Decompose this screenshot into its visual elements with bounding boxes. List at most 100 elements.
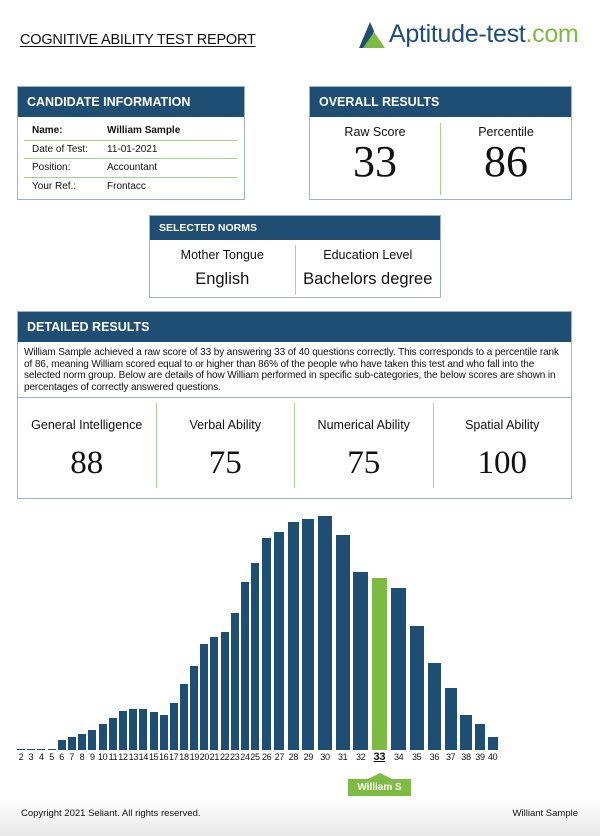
logo-text: Aptitude-test.com	[389, 20, 579, 48]
bar	[179, 684, 189, 750]
bar	[241, 581, 249, 750]
x-tick-label: 39	[475, 752, 485, 762]
logo: Aptitude-test.com	[358, 20, 579, 49]
x-tick-label: 32	[355, 752, 366, 762]
x-tick-label: 17	[168, 752, 179, 762]
x-tick-label: 26	[261, 752, 272, 762]
panel-header: DETAILED RESULTS	[18, 312, 571, 342]
panel-header: CANDIDATE INFORMATION	[18, 87, 244, 117]
score-numerical-ability: Numerical Ability 75	[294, 403, 433, 489]
score-spatial-ability: Spatial Ability 100	[432, 403, 572, 489]
info-row: Your Ref.: Frontacc	[32, 181, 146, 193]
x-tick-label: 6	[59, 752, 65, 762]
bar	[302, 519, 315, 750]
x-tick-label: 13	[128, 752, 139, 762]
x-tick-label: 22	[219, 752, 230, 762]
candidate-info-panel: CANDIDATE INFORMATION Name: William Sampl…	[17, 86, 245, 200]
x-tick-label: 5	[49, 752, 55, 762]
info-row: Name: William Sample	[24, 122, 237, 141]
x-tick-label: 38	[461, 752, 471, 762]
x-tick-label: 20	[199, 752, 210, 762]
x-tick-label: 31	[337, 752, 348, 762]
x-tick-label: 18	[179, 752, 189, 762]
bar	[318, 516, 332, 750]
bar	[190, 665, 199, 750]
bar	[119, 710, 127, 750]
bar	[444, 687, 457, 750]
bar	[98, 724, 107, 750]
x-tick-label: 16	[158, 752, 169, 762]
x-tick-label: 27	[274, 752, 285, 762]
panel-header: SELECTED NORMS	[150, 216, 440, 240]
overall-results-panel: OVERALL RESULTS Raw Score 33 Percentile 86	[309, 86, 572, 200]
bar	[37, 749, 46, 750]
bar	[47, 749, 56, 750]
results-summary: William Sample achieved a raw score of 3…	[18, 342, 571, 399]
bar	[460, 715, 472, 750]
bar-highlighted	[371, 578, 387, 750]
raw-score: Raw Score 33	[344, 125, 406, 186]
x-tick-label: 15	[148, 752, 159, 762]
x-tick-label: 10	[97, 752, 108, 762]
bar	[77, 733, 87, 750]
score-distribution-chart: William S 2 3 4 5 6 7 8 9 10 11 12 13 14 15 16 17 18 19 20…	[0, 500, 600, 800]
report-title: COGNITIVE ABILITY TEST REPORT	[20, 32, 256, 48]
x-tick-label: 35	[411, 752, 422, 762]
triangle-mountain-icon	[359, 21, 385, 48]
bar	[149, 712, 158, 750]
x-tick-label: 30	[320, 752, 330, 762]
x-tick-label: 2	[18, 752, 24, 762]
bar	[230, 612, 239, 750]
bar	[287, 522, 299, 750]
x-tick-label: 40	[487, 752, 498, 762]
percentile: Percentile 86	[440, 123, 571, 195]
candidate-marker: William S	[348, 773, 411, 796]
x-tick-label: 25	[250, 752, 260, 762]
bar	[67, 737, 76, 750]
bar	[210, 637, 219, 750]
x-tick-label: 37	[445, 752, 456, 762]
bar	[427, 662, 441, 750]
x-tick-label: 33	[373, 751, 386, 763]
x-tick-label: 23	[229, 752, 240, 762]
bar	[220, 631, 229, 750]
x-tick-label: 34	[393, 752, 404, 762]
bar	[274, 531, 285, 750]
x-tick-label: 12	[118, 752, 128, 762]
bar	[109, 718, 117, 750]
copyright: Copyright 2021 Seliant. All rights reser…	[21, 808, 201, 819]
norm-education-level: Education Level Bachelors degree	[294, 245, 441, 295]
norm-mother-tongue: Mother Tongue English	[180, 248, 264, 288]
x-tick-label: 9	[89, 752, 95, 762]
info-row: Date of Test: 11-01-2021	[24, 141, 237, 159]
bar	[262, 537, 272, 750]
bar	[409, 625, 424, 750]
bar	[159, 715, 168, 750]
x-tick-label: 7	[69, 752, 75, 762]
bar	[391, 587, 406, 750]
bar	[129, 709, 138, 750]
x-tick-label: 36	[429, 752, 440, 762]
bar	[57, 739, 66, 750]
x-tick-label: 4	[38, 752, 44, 762]
x-tick-label: 19	[189, 752, 200, 762]
x-tick-label: 24	[240, 752, 250, 762]
x-tick-label: 29	[303, 752, 314, 762]
bar	[200, 643, 209, 750]
footer-name: Williant Sample	[512, 808, 578, 819]
bar	[139, 709, 148, 750]
x-tick-label: 28	[288, 752, 299, 762]
footer: Copyright 2021 Seliant. All rights reser…	[0, 800, 600, 836]
bar	[353, 572, 368, 750]
x-tick-label: 14	[138, 752, 149, 762]
info-row: Position: Accountant	[24, 159, 237, 178]
score-general-intelligence: General Intelligence 88	[31, 418, 143, 482]
x-tick-label: 21	[209, 752, 220, 762]
bar	[487, 737, 498, 750]
bar	[88, 730, 97, 750]
x-tick-label: 8	[79, 752, 85, 762]
bar	[474, 724, 486, 750]
panel-header: OVERALL RESULTS	[310, 87, 571, 117]
bar	[335, 534, 350, 750]
bar	[251, 562, 259, 750]
